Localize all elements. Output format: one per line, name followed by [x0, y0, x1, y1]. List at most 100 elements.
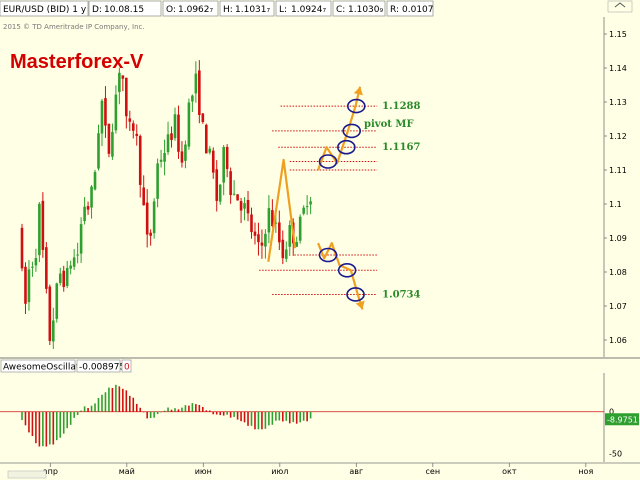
header-field-value: 0.0107 — [402, 5, 434, 15]
candle-body — [79, 224, 83, 254]
forecast-paths — [267, 86, 365, 310]
price-tick-label: 1.09 — [609, 234, 627, 243]
candle-body — [20, 227, 24, 269]
arrow-down-icon — [355, 300, 365, 310]
header-field-label: O: — [166, 5, 176, 15]
candle-body — [83, 206, 86, 222]
swing-path — [267, 158, 297, 262]
header-field-box — [162, 0, 219, 17]
candle-body — [24, 266, 27, 304]
candle-body — [170, 133, 173, 141]
price-tick-label: 1.07 — [609, 302, 627, 311]
candle-body — [100, 100, 104, 134]
oscillator-zero-label: 0 — [609, 408, 614, 417]
candle-body — [218, 184, 222, 202]
candle-body — [271, 210, 274, 227]
candle-body — [173, 114, 177, 139]
header-field-value: 1.0924₇ — [291, 5, 326, 15]
candle-body — [69, 265, 72, 269]
pivot-level-label: 1.0734 — [382, 289, 420, 300]
candle-body — [45, 247, 48, 289]
header-bar: EUR/USD (BID) 1 y D D: 10.08.15 O: 1.0962₇ H… — [0, 0, 434, 17]
candle-body — [142, 187, 146, 206]
header-field-box — [275, 0, 332, 17]
time-tick-label: июл — [271, 467, 288, 476]
candle-body — [163, 153, 166, 162]
candle-body — [295, 242, 299, 247]
candle-body — [284, 249, 288, 259]
forecast-up-path — [317, 86, 362, 171]
candle-body — [260, 242, 264, 246]
price-tick-label: 1.15 — [609, 30, 627, 39]
candle-body — [138, 135, 142, 185]
candle-body — [253, 231, 257, 236]
time-tick-label: авг — [349, 467, 363, 476]
copyright-text: 2015 © TD Ameritrade IP Company, Inc. — [3, 23, 145, 31]
candle-body — [222, 147, 225, 183]
target-circle — [318, 154, 338, 169]
time-tick-label: апр — [43, 467, 58, 476]
candle-body — [239, 201, 243, 211]
candle-body — [246, 199, 250, 214]
header-field-label: D: — [92, 5, 102, 15]
time-tick-label: сен — [426, 467, 441, 476]
candle-body — [215, 169, 219, 201]
pivot-level-label: 1.1288 — [382, 101, 420, 112]
candle-body — [201, 113, 205, 122]
target-circle — [337, 139, 356, 155]
candle-body — [86, 206, 90, 210]
target-circle — [337, 262, 357, 278]
pivot-level-label: 1.1167 — [382, 142, 420, 153]
candle-body — [225, 146, 229, 169]
candle-body — [243, 203, 246, 209]
candle-body — [298, 216, 302, 241]
oscillator-title: AwesomeOscillator — [3, 363, 89, 373]
symbol-label: EUR/USD (BID) 1 y D — [3, 5, 96, 15]
candle-body — [55, 283, 59, 319]
oscillator-value-label: -8.9751 — [607, 415, 638, 424]
candle-body — [97, 133, 100, 169]
candle-body — [34, 258, 38, 266]
chevron-up-icon[interactable] — [614, 2, 626, 8]
candle-body — [27, 269, 31, 303]
time-tick-label: окт — [502, 467, 517, 476]
candle-body — [177, 114, 180, 152]
candle-body — [131, 123, 135, 131]
price-tick-label: 1.06 — [609, 336, 627, 345]
oscillator-value-badge — [605, 413, 639, 426]
price-tick-label: 1.14 — [609, 64, 627, 73]
price-tick-label: 1.13 — [609, 98, 627, 107]
candle-body — [264, 233, 267, 247]
candle-body — [229, 171, 232, 195]
header-field-label: C: — [336, 5, 345, 15]
header-field-box — [219, 0, 275, 17]
candle-body — [278, 222, 281, 243]
arrow-up-icon — [353, 86, 363, 96]
candle-body — [48, 286, 52, 341]
header-field-label: H: — [223, 5, 233, 15]
candle-body — [107, 123, 111, 154]
candle-body — [204, 124, 208, 154]
candle-body — [211, 150, 215, 173]
candle-body — [184, 144, 187, 161]
oscillator-minus50-label: -50 — [609, 450, 622, 459]
candle-body — [125, 77, 128, 117]
window-controls[interactable] — [607, 0, 633, 13]
header-field-value: 1.1031₇ — [235, 5, 270, 15]
candle-body — [118, 72, 121, 93]
candle-body — [302, 207, 305, 214]
time-tick-label: ноя — [578, 467, 593, 476]
candle-body — [38, 203, 41, 256]
candle-body — [58, 273, 62, 284]
candle-body — [135, 133, 139, 136]
price-tick-label: 1.1 — [609, 200, 622, 209]
horizontal-scrollbar[interactable] — [7, 470, 47, 479]
price-tick-labels: 1.15 1.14 1.13 1.12 1.11 1.1 1.09 1.08 1.07 1.06 — [604, 30, 627, 345]
candle-body — [309, 201, 312, 205]
candle-body — [267, 208, 271, 233]
candle-body — [114, 94, 118, 131]
header-field-box — [332, 0, 386, 17]
